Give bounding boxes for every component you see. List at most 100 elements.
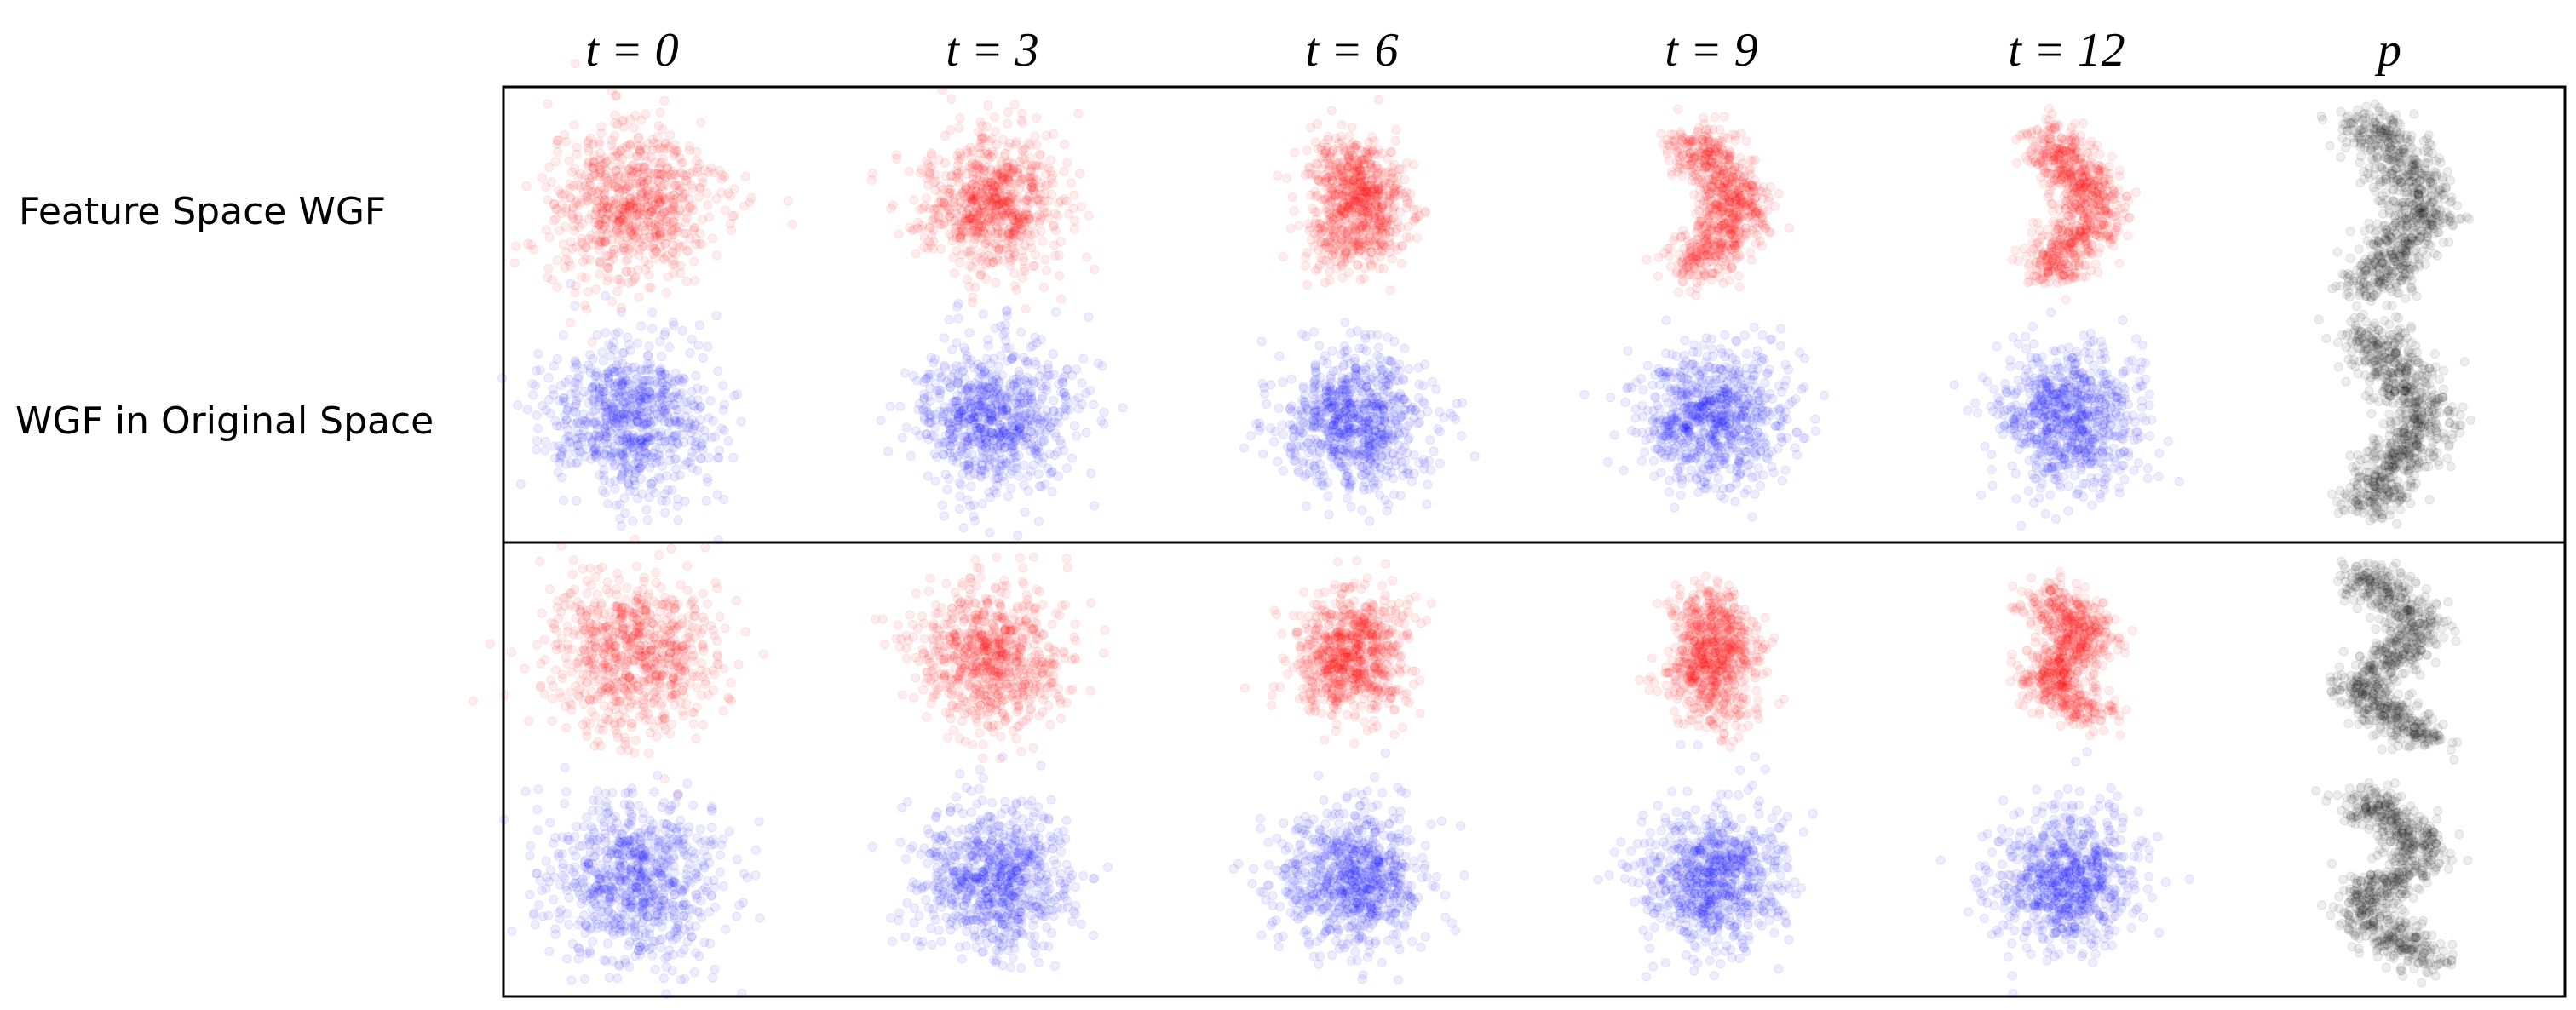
point bbox=[595, 269, 605, 279]
point bbox=[1067, 178, 1076, 188]
point bbox=[998, 255, 1009, 266]
point bbox=[647, 197, 658, 207]
point bbox=[1273, 170, 1283, 181]
point bbox=[2387, 130, 2397, 140]
point bbox=[2052, 278, 2062, 288]
point bbox=[648, 249, 658, 259]
point bbox=[1653, 252, 1664, 262]
point bbox=[1328, 171, 1338, 181]
point bbox=[2401, 130, 2412, 141]
point bbox=[624, 201, 634, 211]
point bbox=[1385, 147, 1395, 158]
point bbox=[2044, 104, 2054, 113]
point bbox=[1036, 227, 1046, 237]
point bbox=[1046, 155, 1055, 165]
row-label: WGF in Original Space bbox=[15, 399, 434, 443]
point bbox=[1377, 167, 1387, 177]
point bbox=[610, 118, 620, 128]
point bbox=[1702, 192, 1712, 202]
point bbox=[601, 236, 611, 246]
point bbox=[1006, 255, 1016, 266]
point bbox=[2383, 238, 2392, 247]
point bbox=[2387, 286, 2397, 296]
point bbox=[658, 124, 668, 135]
point bbox=[1685, 286, 1695, 296]
point bbox=[1385, 285, 1395, 296]
point bbox=[2344, 292, 2355, 302]
point bbox=[597, 206, 607, 216]
point bbox=[537, 173, 547, 183]
point bbox=[685, 169, 695, 179]
point bbox=[1090, 264, 1100, 274]
cloud bbox=[2008, 104, 2141, 305]
point bbox=[946, 184, 955, 194]
point bbox=[917, 164, 927, 175]
point bbox=[1050, 209, 1061, 219]
point bbox=[624, 181, 634, 192]
point bbox=[904, 166, 914, 176]
point bbox=[2081, 236, 2091, 246]
point bbox=[1402, 195, 1412, 205]
point bbox=[634, 292, 644, 302]
point bbox=[569, 120, 579, 130]
point bbox=[1002, 243, 1012, 253]
point bbox=[632, 151, 642, 161]
point bbox=[2431, 209, 2441, 220]
point bbox=[2353, 133, 2362, 143]
point bbox=[2084, 176, 2095, 187]
point bbox=[2372, 129, 2382, 139]
point bbox=[1397, 241, 1407, 251]
point bbox=[925, 221, 935, 232]
point bbox=[1353, 260, 1363, 270]
point bbox=[605, 256, 615, 267]
point bbox=[1323, 135, 1333, 145]
point bbox=[2372, 267, 2382, 277]
point bbox=[1033, 194, 1044, 204]
point bbox=[2396, 209, 2406, 220]
point bbox=[1381, 178, 1391, 188]
point bbox=[930, 185, 940, 195]
point bbox=[1301, 252, 1311, 262]
point bbox=[2393, 118, 2403, 128]
point bbox=[1056, 294, 1067, 304]
point bbox=[720, 205, 730, 215]
point bbox=[609, 249, 619, 259]
point bbox=[1370, 173, 1380, 183]
point bbox=[2057, 146, 2067, 156]
point bbox=[1343, 175, 1354, 185]
point bbox=[2027, 227, 2037, 238]
point bbox=[2076, 250, 2086, 261]
point bbox=[667, 259, 677, 269]
point bbox=[1391, 125, 1401, 135]
point bbox=[1355, 275, 1366, 285]
point bbox=[675, 204, 685, 215]
point bbox=[632, 209, 642, 219]
point bbox=[1331, 256, 1341, 267]
point bbox=[992, 223, 1003, 233]
point bbox=[673, 239, 683, 250]
point bbox=[957, 216, 967, 227]
point bbox=[2396, 138, 2406, 148]
point bbox=[1737, 203, 1747, 213]
point bbox=[2019, 244, 2029, 254]
point bbox=[1301, 261, 1311, 271]
point bbox=[1035, 215, 1045, 226]
point bbox=[2100, 205, 2110, 215]
point bbox=[907, 226, 917, 236]
point bbox=[1707, 166, 1717, 176]
point bbox=[958, 227, 969, 238]
point bbox=[2086, 136, 2096, 146]
point bbox=[2022, 129, 2032, 139]
point bbox=[1354, 206, 1365, 216]
point bbox=[1678, 226, 1688, 236]
point bbox=[631, 219, 641, 229]
point bbox=[1017, 118, 1027, 128]
point bbox=[630, 272, 641, 282]
point bbox=[2372, 152, 2383, 163]
point bbox=[2401, 293, 2411, 303]
point bbox=[787, 219, 797, 229]
point bbox=[2110, 187, 2120, 198]
point bbox=[1325, 183, 1336, 193]
point bbox=[2114, 165, 2125, 175]
point bbox=[572, 142, 582, 152]
